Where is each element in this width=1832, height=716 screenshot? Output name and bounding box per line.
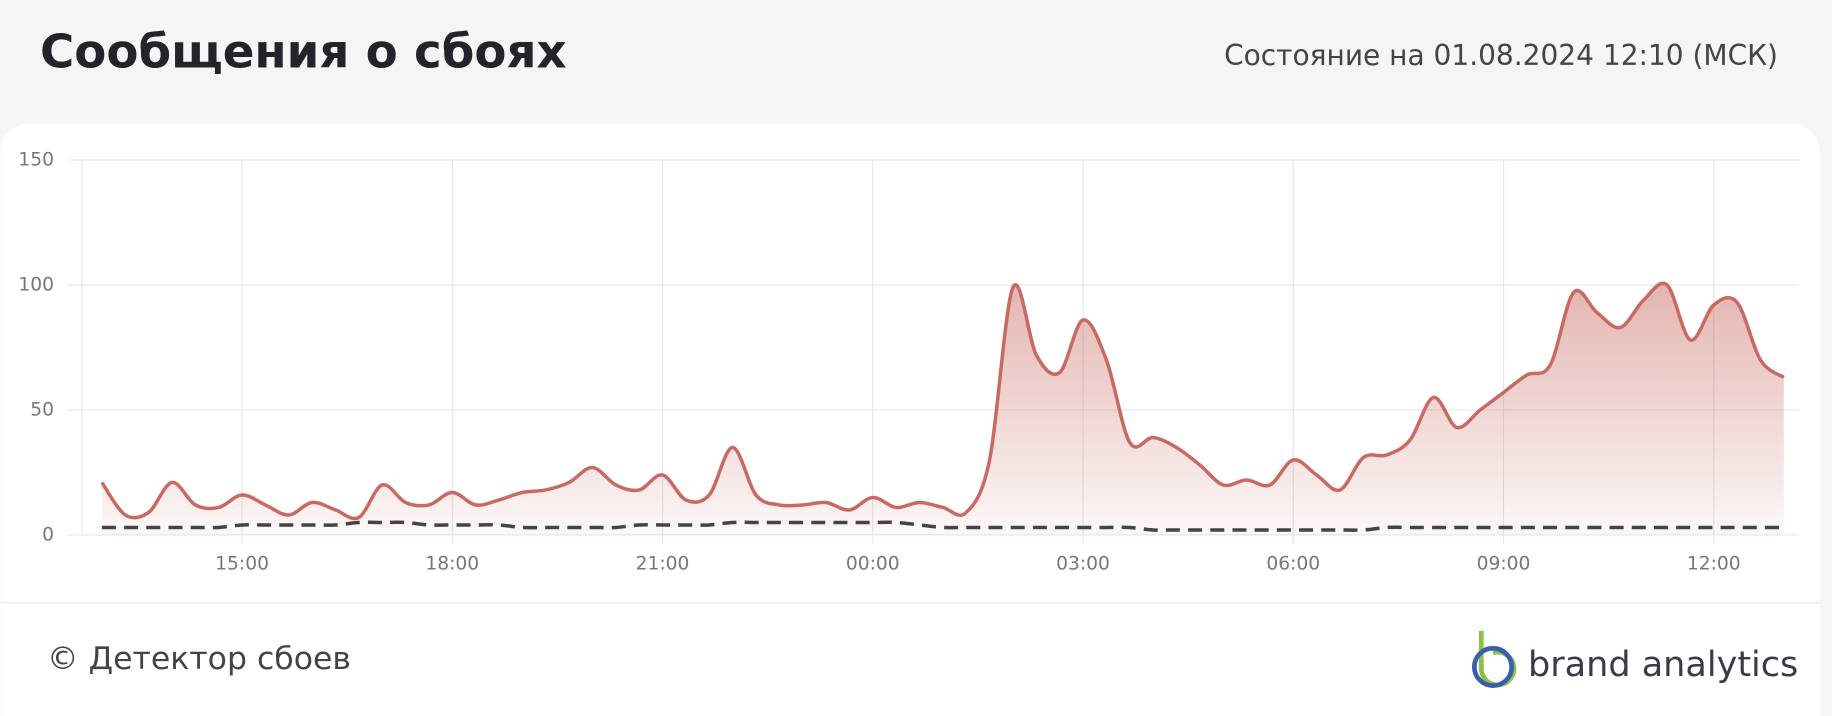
- x-tick-label: 06:00: [1266, 554, 1320, 575]
- x-tick-label: 03:00: [1056, 554, 1110, 575]
- y-tick-label: 50: [30, 399, 54, 420]
- status: Состояние на 01.08.2024 12:10 (МСК): [1224, 39, 1778, 72]
- line: [101, 520, 1784, 532]
- x-tick-label: 09:00: [1477, 554, 1531, 575]
- y-tick-label: 100: [18, 274, 54, 295]
- y-tick-label: 150: [18, 150, 54, 171]
- logo-icon: [1471, 645, 1515, 688]
- logo[interactable]: brand analytics: [1471, 630, 1798, 688]
- y-tick-label: 0: [42, 524, 54, 545]
- logo-text: brand analytics: [1528, 644, 1798, 685]
- chart: 0 50 100 150 15:00 18:00 21:00 00:00 03:00 06:00 0…: [18, 150, 1800, 575]
- title: Сообщения о сбоях: [40, 25, 567, 79]
- line: [100, 281, 1785, 521]
- x-tick-label: 21:00: [636, 554, 690, 575]
- copyright: © Детектор сбоев: [47, 641, 351, 677]
- area: [101, 283, 1784, 535]
- card: [0, 123, 1821, 716]
- x-tick-label: 12:00: [1687, 554, 1741, 575]
- x-tick-label: 15:00: [215, 554, 269, 575]
- x-tick-label: 18:00: [425, 554, 479, 575]
- x-tick-label: 00:00: [846, 554, 900, 575]
